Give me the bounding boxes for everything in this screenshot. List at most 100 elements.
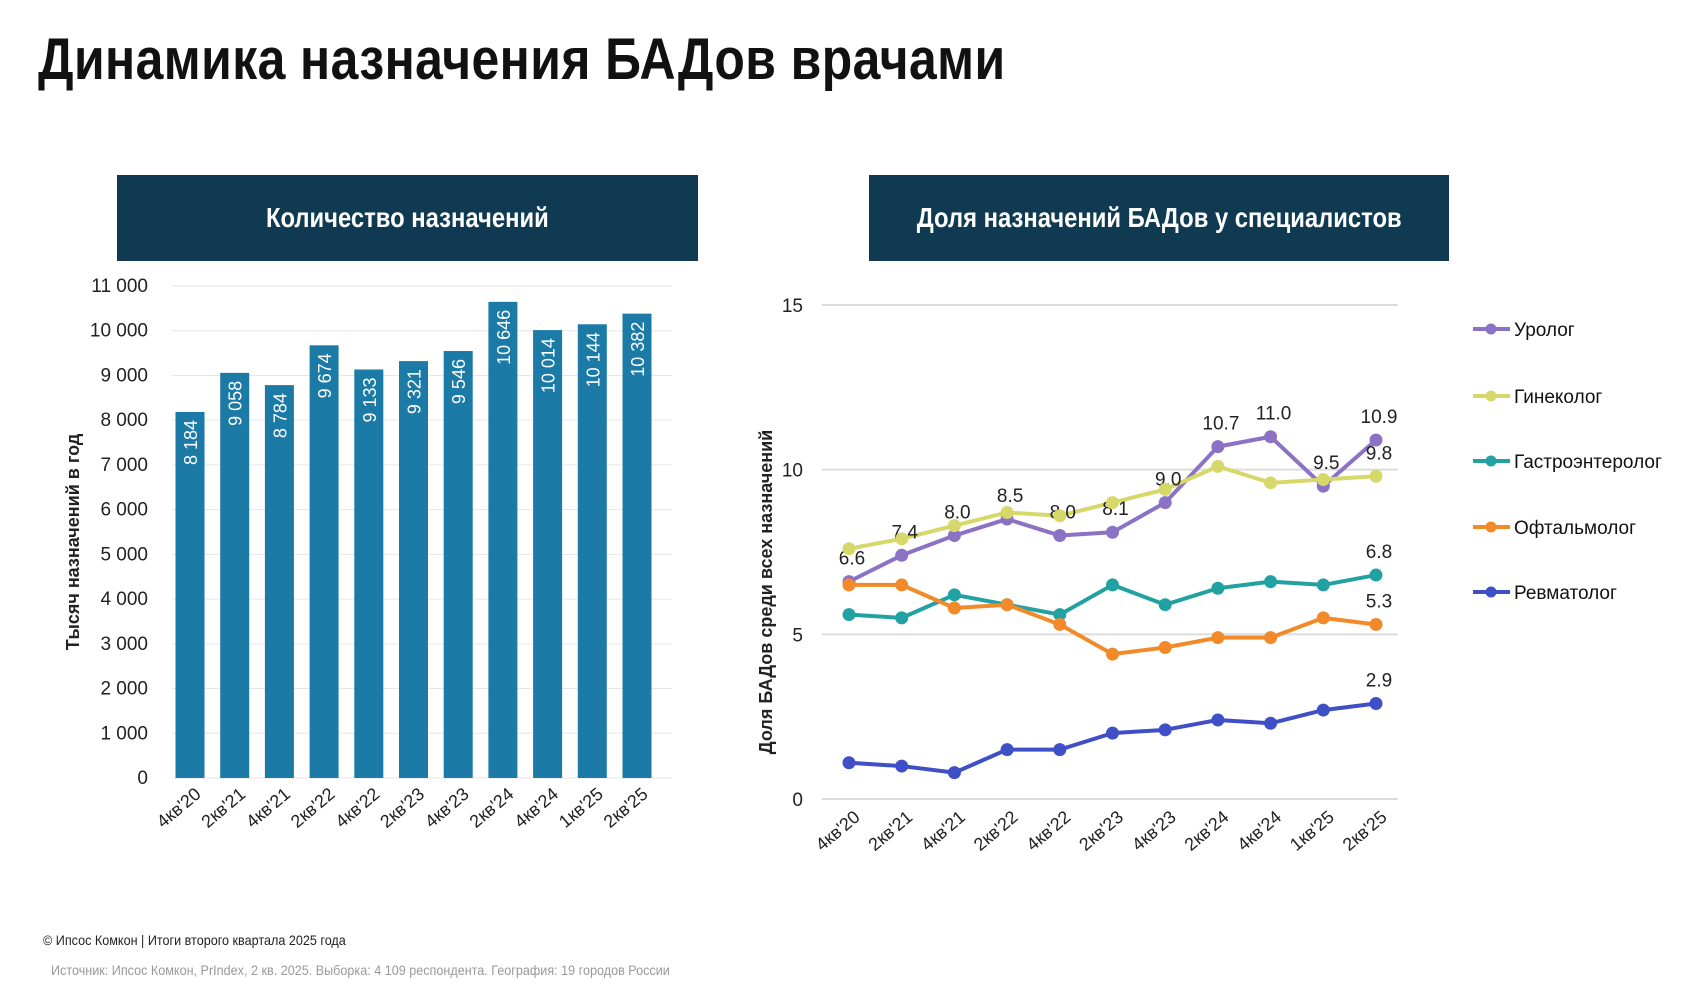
bar-chart-title: Количество назначений [266,202,549,233]
data-point [1211,459,1225,473]
legend-label: Гинеколог [1514,387,1602,408]
legend-label: Гастроэнтеролог [1514,452,1662,473]
data-point [1316,578,1330,592]
line-chart-title: Доля назначений БАДов у специалистов [916,202,1402,233]
data-label: 8.5 [997,486,1023,507]
x-tick-label: 4кв'23 [1128,807,1180,855]
data-label: 6.8 [1366,542,1392,563]
page-title: Динамика назначения БАДов врачами [38,27,1006,92]
data-point [1053,529,1067,543]
data-point [947,519,961,533]
legend-label: Офтальмолог [1514,518,1636,539]
bar-data-label: 10 014 [539,338,559,393]
data-point [1211,713,1225,727]
data-point [1106,647,1119,661]
y-axis-label: Доля БАДов среди всех назначений [756,430,776,754]
data-point [1158,641,1172,655]
data-point [1264,631,1278,645]
footer-source: Источник: Ипсос Комкон, PrIndex, 2 кв. 2… [51,962,670,978]
y-tick-label: 3 000 [100,634,148,655]
bar-data-label: 9 133 [360,378,380,423]
x-tick-label: 2кв'22 [287,784,339,832]
data-point [1053,608,1067,622]
y-tick-label: 10 [782,461,803,482]
y-tick-label: 0 [137,768,148,789]
legend-marker [1485,586,1497,598]
data-point [895,611,909,625]
data-point [1106,578,1119,592]
bar [577,324,607,778]
data-point [1000,598,1014,612]
y-axis-label: Тысяч назначений в год [63,433,83,650]
bar-data-label: 10 646 [494,310,514,365]
data-point [1211,440,1225,454]
y-tick-label: 15 [782,296,803,317]
data-point [1053,509,1067,523]
data-point [1158,723,1172,737]
data-point [842,542,856,556]
y-tick-label: 1 000 [100,723,148,744]
data-point [895,759,909,773]
y-tick-label: 10 000 [90,321,148,342]
x-tick-label: 2кв'25 [1339,807,1391,855]
bar-data-label: 9 546 [449,359,469,404]
data-point [1316,703,1330,717]
data-point [1211,581,1225,595]
data-point [1316,473,1330,487]
data-point [1053,743,1067,757]
y-tick-label: 0 [792,790,803,811]
x-tick-label: 2кв'21 [864,807,916,855]
data-label: 8.0 [944,503,970,524]
data-point [1264,716,1278,730]
bar [488,301,518,778]
data-label: 9.8 [1366,443,1392,464]
legend-marker [1485,455,1497,467]
x-tick-label: 2кв'23 [1075,807,1127,855]
data-label: 5.3 [1366,591,1392,612]
bar-data-label: 9 058 [226,381,246,426]
data-point [1158,496,1172,510]
bar [354,369,384,778]
line-chart-header: Доля назначений БАДов у специалистов [869,175,1449,261]
data-point [1316,611,1330,625]
data-label: 2.9 [1366,670,1392,691]
data-point [1106,496,1119,510]
legend-marker [1485,390,1497,402]
y-tick-label: 5 [792,625,803,646]
data-point [1158,482,1172,496]
x-tick-label: 2кв'23 [376,784,428,832]
data-point [1053,617,1067,631]
data-point [1369,568,1383,582]
data-point [1000,505,1014,519]
y-tick-label: 2 000 [100,679,148,700]
data-label: 10.7 [1202,414,1239,435]
x-tick-label: 2кв'25 [600,784,652,832]
x-tick-label: 4кв'23 [421,784,473,832]
data-label: 11.0 [1256,404,1292,425]
data-point [1000,743,1014,757]
x-tick-label: 1кв'25 [1286,807,1338,855]
bar [220,372,250,778]
bar [443,351,473,778]
data-point [895,578,909,592]
bar [533,330,563,778]
footer-copyright: © Ипсос Комкон | Итоги второго квартала … [43,932,346,948]
x-tick-label: 4кв'22 [332,784,384,832]
data-point [1369,469,1383,483]
data-point [1158,598,1172,612]
data-label: 9.5 [1313,453,1339,474]
x-tick-label: 4кв'20 [153,784,205,832]
y-tick-label: 6 000 [100,500,148,521]
data-point [947,766,961,780]
x-tick-label: 2кв'24 [1181,807,1233,855]
data-point [1211,631,1225,645]
bar-data-label: 8 184 [181,420,201,465]
bar [264,385,294,778]
data-point [1264,476,1278,490]
y-tick-label: 4 000 [100,589,148,610]
data-point [895,532,909,546]
data-point [842,578,856,592]
data-point [947,588,961,602]
data-point [1106,525,1119,539]
